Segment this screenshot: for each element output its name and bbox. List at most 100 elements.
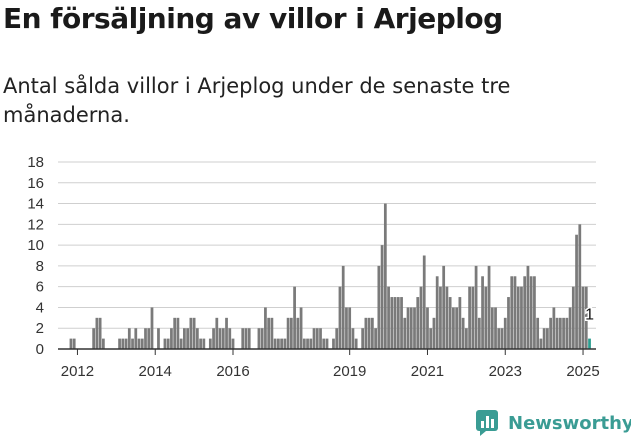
bar bbox=[396, 297, 400, 349]
bar bbox=[293, 286, 296, 349]
bar bbox=[69, 338, 73, 349]
y-axis-ticks: 0 2 4 6 8 10 12 14 16 18 bbox=[27, 154, 44, 358]
bar bbox=[215, 317, 219, 349]
bar bbox=[150, 307, 154, 349]
bar bbox=[403, 317, 407, 349]
bar bbox=[516, 286, 520, 349]
bar bbox=[432, 317, 436, 349]
bar bbox=[568, 307, 572, 349]
bar bbox=[260, 328, 264, 349]
bar bbox=[225, 317, 228, 349]
bar bbox=[546, 328, 549, 349]
bar bbox=[390, 297, 394, 349]
bar bbox=[325, 338, 329, 349]
bar bbox=[507, 297, 510, 349]
sales-bar-chart: 0 2 4 6 8 10 12 14 16 18 2012 2014 2016 2019 2021 2023… bbox=[27, 154, 599, 380]
bar bbox=[416, 297, 420, 349]
x-tick-label: 2016 bbox=[216, 363, 249, 380]
bar bbox=[322, 338, 326, 349]
page-title: En försäljning av villor i Arjeplog bbox=[3, 2, 503, 35]
bar bbox=[338, 286, 342, 349]
bar bbox=[526, 265, 530, 349]
bar bbox=[419, 286, 423, 349]
y-tick-label: 10 bbox=[27, 237, 44, 254]
bar bbox=[588, 338, 591, 349]
bar bbox=[332, 338, 335, 349]
bar bbox=[461, 317, 465, 349]
bar bbox=[364, 317, 368, 349]
bar bbox=[157, 328, 160, 349]
bar bbox=[341, 265, 345, 349]
bar bbox=[192, 317, 196, 349]
bar bbox=[137, 338, 141, 349]
bar bbox=[565, 317, 569, 349]
bar bbox=[435, 276, 439, 349]
bar bbox=[575, 234, 578, 349]
bar bbox=[503, 317, 507, 349]
bar bbox=[549, 317, 553, 349]
bar bbox=[286, 317, 290, 349]
bar bbox=[354, 338, 358, 349]
bar bbox=[422, 255, 426, 349]
bar bbox=[584, 286, 588, 349]
y-tick-label: 8 bbox=[36, 258, 44, 275]
bar bbox=[296, 317, 300, 349]
page-subtitle: Antal sålda villor i Arjeplog under de s… bbox=[3, 74, 511, 127]
bar bbox=[127, 328, 131, 349]
bar bbox=[477, 317, 481, 349]
bar bbox=[380, 245, 384, 349]
bar bbox=[163, 338, 167, 349]
chart-logo-icon bbox=[476, 410, 498, 436]
bar bbox=[144, 328, 147, 349]
bar bbox=[429, 328, 433, 349]
bar bbox=[348, 307, 352, 349]
bar bbox=[520, 286, 523, 349]
annotations: 1 bbox=[584, 305, 596, 325]
bar bbox=[529, 276, 533, 349]
x-tick-label: 2021 bbox=[411, 363, 444, 380]
bar bbox=[264, 307, 267, 349]
bar bbox=[474, 265, 478, 349]
bar bbox=[490, 307, 494, 349]
bar bbox=[95, 317, 99, 349]
bar bbox=[455, 307, 459, 349]
bar bbox=[121, 338, 125, 349]
bar bbox=[170, 328, 173, 349]
x-tick-label: 2023 bbox=[489, 363, 522, 380]
y-tick-label: 12 bbox=[27, 216, 44, 233]
bar bbox=[247, 328, 251, 349]
bar bbox=[471, 286, 475, 349]
bar bbox=[542, 328, 546, 349]
brand-name: Newsworthy bbox=[508, 412, 631, 434]
bar bbox=[406, 307, 410, 349]
bar bbox=[387, 286, 390, 349]
bar bbox=[277, 338, 280, 349]
bar bbox=[400, 297, 403, 349]
bar bbox=[442, 265, 446, 349]
bar bbox=[539, 338, 543, 349]
bar bbox=[497, 328, 501, 349]
bar bbox=[289, 317, 293, 349]
bar bbox=[267, 317, 271, 349]
bar bbox=[562, 317, 565, 349]
bar bbox=[147, 328, 151, 349]
bar bbox=[124, 338, 128, 349]
bar bbox=[494, 307, 497, 349]
brand-logo: Newsworthy bbox=[476, 407, 631, 439]
bar bbox=[361, 328, 365, 349]
bar bbox=[199, 338, 202, 349]
bar bbox=[458, 297, 462, 349]
bar bbox=[92, 328, 96, 349]
bar bbox=[299, 307, 303, 349]
x-tick-label: 2012 bbox=[61, 363, 94, 380]
bar bbox=[452, 307, 455, 349]
bar bbox=[241, 328, 245, 349]
bar bbox=[231, 338, 235, 349]
bar bbox=[306, 338, 309, 349]
bar bbox=[510, 276, 514, 349]
bar bbox=[228, 328, 232, 349]
bar bbox=[500, 328, 504, 349]
bar bbox=[448, 297, 452, 349]
bar bbox=[439, 286, 442, 349]
bar bbox=[351, 328, 355, 349]
